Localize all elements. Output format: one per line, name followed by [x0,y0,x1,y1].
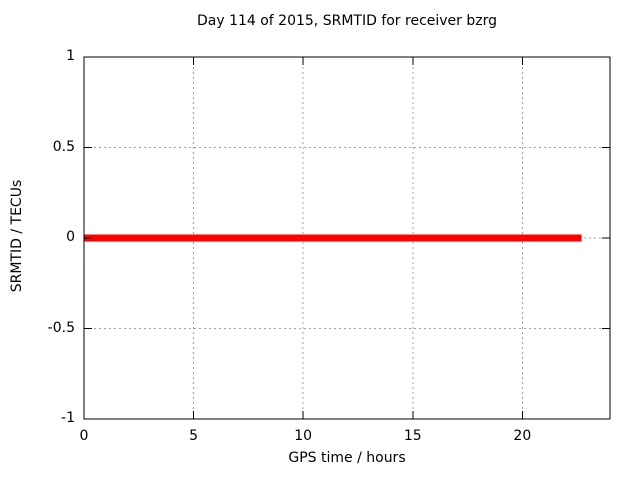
y-tick-label: 0 [66,229,75,245]
x-tick-label: 5 [189,428,199,444]
x-axis-label: GPS time / hours [288,450,406,466]
y-tick-label: 1 [66,48,75,64]
x-tick-label: 0 [79,428,89,444]
x-tick-label: 15 [403,428,422,444]
y-tick-label: 0.5 [52,138,75,155]
y-tick-label: -0.5 [47,319,75,336]
x-tick-label: 20 [513,428,532,444]
y-tick-label: -1 [61,410,75,426]
chart-title: Day 114 of 2015, SRMTID for receiver bzr… [196,13,498,29]
x-tick-label: 10 [294,428,313,444]
